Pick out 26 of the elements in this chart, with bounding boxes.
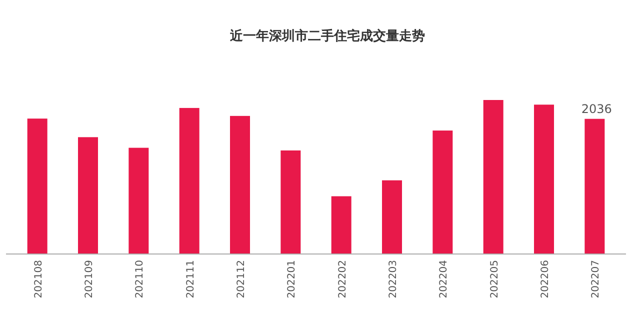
bar <box>483 100 504 254</box>
bar <box>280 150 301 254</box>
bar <box>432 130 453 254</box>
x-tick-label: 202110 <box>134 260 146 298</box>
x-tick-label: 202205 <box>489 260 500 298</box>
bar <box>230 116 250 254</box>
x-tick-label: 202201 <box>286 260 298 298</box>
x-tick-label: 202203 <box>388 260 399 298</box>
bar <box>584 118 605 254</box>
x-tick-label: 202206 <box>540 260 551 298</box>
x-tick-label: 202108 <box>33 260 44 298</box>
chart-title: 近一年深圳市二手住宅成交量走势 <box>229 28 425 44</box>
data-label: 2036 <box>581 102 612 116</box>
x-tick-label: 202109 <box>84 260 95 298</box>
bar <box>179 108 200 254</box>
bar <box>382 180 402 254</box>
x-tick-label: 202207 <box>590 260 602 298</box>
bar <box>78 137 98 254</box>
x-tick-label: 202204 <box>438 260 450 298</box>
bar <box>534 104 554 254</box>
x-tick-label: 202111 <box>185 260 196 298</box>
x-tick-label: 202112 <box>236 260 247 298</box>
bar <box>331 196 352 254</box>
bar <box>128 148 149 254</box>
x-tick-label: 202202 <box>337 260 348 298</box>
bar <box>27 118 48 254</box>
